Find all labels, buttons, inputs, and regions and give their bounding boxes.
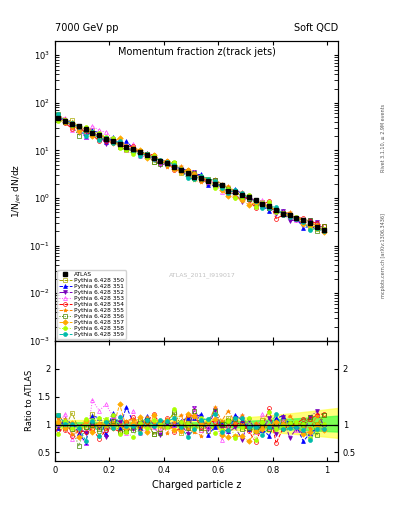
Text: Momentum fraction z(track jets): Momentum fraction z(track jets)	[118, 47, 275, 57]
Y-axis label: Ratio to ATLAS: Ratio to ATLAS	[25, 370, 34, 432]
Text: ATLAS_2011_I919017: ATLAS_2011_I919017	[169, 272, 235, 278]
Text: 7000 GeV pp: 7000 GeV pp	[55, 23, 119, 33]
Text: mcplots.cern.ch [arXiv:1306.3436]: mcplots.cern.ch [arXiv:1306.3436]	[381, 214, 386, 298]
Legend: ATLAS, Pythia 6.428 350, Pythia 6.428 351, Pythia 6.428 352, Pythia 6.428 353, P: ATLAS, Pythia 6.428 350, Pythia 6.428 35…	[57, 270, 126, 339]
X-axis label: Charged particle z: Charged particle z	[152, 480, 241, 490]
Text: Rivet 3.1.10, ≥ 2.9M events: Rivet 3.1.10, ≥ 2.9M events	[381, 104, 386, 173]
Text: Soft QCD: Soft QCD	[294, 23, 338, 33]
Y-axis label: 1/N$_{jet}$ dN/dz: 1/N$_{jet}$ dN/dz	[11, 164, 24, 218]
